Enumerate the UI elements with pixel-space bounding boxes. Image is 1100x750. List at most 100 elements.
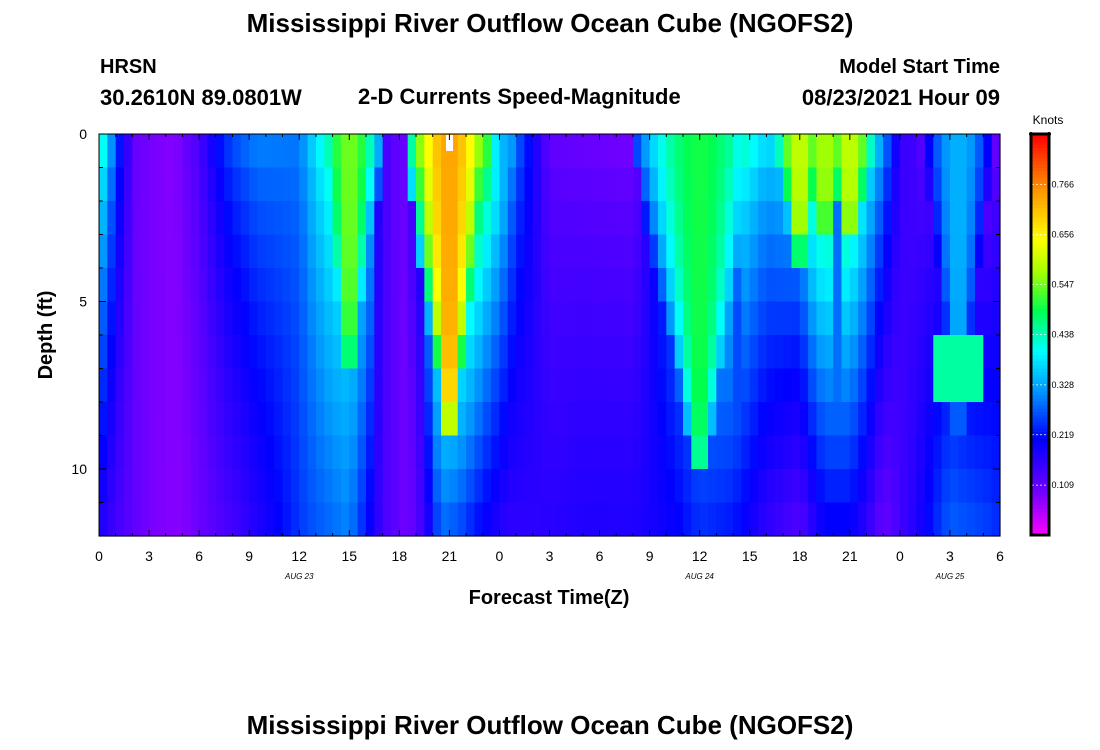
heatmap-cell [299, 502, 309, 537]
model-start-value: 08/23/2021 Hour 09 [801, 85, 1000, 110]
heatmap-cell [99, 301, 108, 336]
heatmap-cell [958, 234, 968, 269]
heatmap-cell [791, 335, 801, 370]
heatmap-cell [966, 502, 976, 537]
colorbar-cell [1031, 514, 1049, 519]
heatmap-cell [315, 368, 325, 403]
x-tick-label: 12 [291, 548, 307, 564]
heatmap-cell [157, 301, 167, 336]
heatmap-cell [482, 368, 492, 403]
heatmap-cell [891, 201, 901, 236]
heatmap-cell [474, 201, 484, 236]
heatmap-cell [282, 402, 292, 437]
heatmap-cell [541, 469, 551, 504]
colorbar-cell [1031, 271, 1049, 275]
heatmap-cell [708, 368, 717, 403]
heatmap-cell [240, 502, 250, 537]
heatmap-cell [357, 134, 367, 169]
heatmap-cell [491, 201, 501, 236]
heatmap-cell [716, 234, 726, 269]
heatmap-cell [641, 234, 651, 269]
heatmap-cell [632, 167, 642, 202]
heatmap-cell [891, 402, 901, 437]
heatmap-cell [816, 134, 826, 169]
heatmap-cell [574, 368, 584, 403]
heatmap-cell [666, 402, 676, 437]
heatmap-cell [324, 502, 334, 537]
heatmap-cell [883, 502, 893, 537]
heatmap-cell [157, 469, 167, 504]
heatmap-cell [657, 469, 667, 504]
heatmap-cell [899, 469, 909, 504]
heatmap-cell [282, 167, 292, 202]
heatmap-cell [883, 268, 893, 303]
heatmap-cell [808, 502, 818, 537]
heatmap-cell [165, 167, 175, 202]
heatmap-cell [607, 167, 617, 202]
heatmap-cell [457, 402, 467, 437]
heatmap-cell [299, 469, 309, 504]
heatmap-cell [282, 234, 292, 269]
heatmap-cell [758, 234, 767, 269]
heatmap-cell [215, 134, 225, 169]
heatmap-cell [340, 134, 350, 169]
heatmap-cell [107, 502, 117, 537]
heatmap-cell [899, 201, 909, 236]
heatmap-cell [733, 502, 742, 537]
heatmap-cell [549, 268, 559, 303]
colorbar-cell [1031, 240, 1049, 245]
heatmap-cell [749, 435, 759, 470]
heatmap-cell [466, 268, 476, 303]
heatmap-cell [983, 469, 993, 504]
heatmap-cell [340, 234, 350, 269]
heatmap-cell [466, 402, 476, 437]
heatmap-cells [99, 134, 1001, 537]
heatmap-cell [557, 469, 567, 504]
colorbar-cell [1031, 394, 1049, 399]
heatmap-cell [991, 469, 1001, 504]
heatmap-cell [607, 368, 617, 403]
heatmap-cell [599, 469, 609, 504]
heatmap-cell [949, 301, 959, 336]
heatmap-cell [666, 134, 676, 169]
heatmap-cell [716, 502, 726, 537]
heatmap-cell [282, 368, 292, 403]
heatmap-cell [474, 368, 484, 403]
colorbar-cell [1031, 337, 1049, 342]
heatmap-cell [290, 201, 300, 236]
heatmap-cell [507, 201, 517, 236]
heatmap-cell [115, 268, 125, 303]
heatmap-cell [240, 469, 250, 504]
heatmap-cell [816, 335, 826, 370]
heatmap-cell [390, 469, 400, 504]
heatmap-cell [124, 469, 133, 504]
heatmap-cell [232, 402, 242, 437]
heatmap-cell [482, 234, 492, 269]
colorbar-cell [1031, 317, 1049, 322]
heatmap-cell [582, 368, 592, 403]
heatmap-cell [666, 502, 676, 537]
heatmap-cell [499, 435, 509, 470]
heatmap-cell [749, 234, 759, 269]
heatmap-cell [941, 301, 951, 336]
heatmap-cell [866, 234, 876, 269]
heatmap-cell [674, 502, 684, 537]
heatmap-cell [666, 435, 676, 470]
heatmap-cell [365, 368, 375, 403]
heatmap-cell [674, 335, 684, 370]
heatmap-cell [424, 134, 434, 169]
model-start-label: Model Start Time [839, 56, 1000, 78]
heatmap-cell [716, 469, 726, 504]
heatmap-cell [749, 368, 759, 403]
heatmap-cell [841, 167, 851, 202]
heatmap-cell [140, 234, 150, 269]
heatmap-cell [808, 201, 818, 236]
heatmap-cell [833, 469, 843, 504]
heatmap-cell [699, 502, 709, 537]
heatmap-cell [257, 134, 267, 169]
heatmap-cell [716, 167, 726, 202]
heatmap-cell [482, 301, 492, 336]
heatmap-cell [399, 268, 409, 303]
heatmap-cell [916, 268, 926, 303]
heatmap-cell [382, 335, 392, 370]
